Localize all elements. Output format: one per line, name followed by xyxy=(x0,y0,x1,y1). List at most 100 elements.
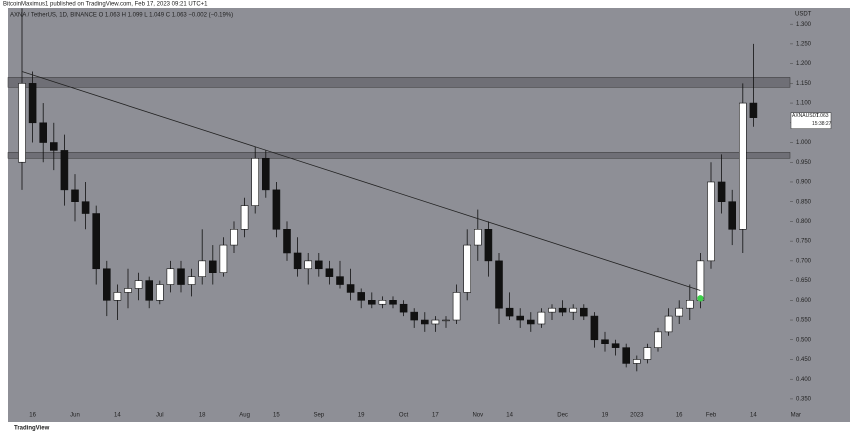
candle-body xyxy=(516,315,525,321)
y-tick-label: 0.700 xyxy=(796,258,812,264)
axis-unit: USDT xyxy=(795,12,812,18)
candle-body xyxy=(675,307,684,317)
y-tick-label: 0.900 xyxy=(796,180,812,186)
y-tick-label: 0.600 xyxy=(796,298,812,304)
candle-body xyxy=(230,229,238,246)
last-price-countdown: 15:38:27 xyxy=(812,121,832,127)
candle-body xyxy=(71,189,79,202)
symbol-line: AXNA / TetherUS, 1D, BINANCE O 1.063 H 1… xyxy=(10,13,233,19)
x-tick-label: Sep xyxy=(313,413,324,419)
candle-body xyxy=(590,315,599,341)
candle-body xyxy=(336,276,344,285)
candle-body xyxy=(463,244,472,293)
candle-body xyxy=(325,268,334,277)
candle-body xyxy=(346,284,355,293)
candle-body xyxy=(92,213,100,270)
x-tick-label: 19 xyxy=(602,413,609,419)
y-tick-label: 0.850 xyxy=(796,199,812,205)
candle-body xyxy=(717,181,726,202)
trendline xyxy=(21,71,701,291)
candle-body xyxy=(707,181,715,262)
y-tick-label: 1.250 xyxy=(796,41,812,47)
candle-body xyxy=(81,201,90,214)
candle-body xyxy=(251,157,259,206)
candle-body xyxy=(431,319,440,325)
candle-body xyxy=(314,260,323,270)
candle-body xyxy=(526,319,535,325)
candle-body xyxy=(240,205,249,230)
publisher: BitcoinMaximus1 published on TradingView… xyxy=(3,2,208,8)
x-tick-label: 15 xyxy=(273,413,280,419)
last-price-box xyxy=(790,112,832,129)
candle-body xyxy=(558,307,567,313)
candle-body xyxy=(728,201,737,230)
y-tick-label: 1.000 xyxy=(796,140,812,146)
candle-body xyxy=(357,292,366,301)
x-tick-label: 16 xyxy=(29,413,36,419)
candle-body xyxy=(145,280,153,301)
candle-body xyxy=(696,260,705,301)
candle-body xyxy=(198,260,206,277)
candle-body xyxy=(495,260,503,309)
candle-body xyxy=(632,359,641,364)
candle-body xyxy=(622,347,631,364)
candle-body xyxy=(261,157,270,191)
candle-body xyxy=(124,288,132,293)
price-axis-bg xyxy=(790,8,850,422)
x-tick-label: Aug xyxy=(239,413,250,419)
candle-body xyxy=(664,315,673,333)
y-tick-label: 1.100 xyxy=(796,101,812,107)
candle-body xyxy=(378,300,387,305)
y-tick-label: 0.650 xyxy=(796,278,812,284)
candle-body xyxy=(187,276,196,285)
zone xyxy=(7,77,791,88)
y-tick-label: 0.800 xyxy=(796,219,812,225)
candle-body xyxy=(39,122,48,143)
zone xyxy=(7,152,791,159)
plot-area xyxy=(8,8,790,408)
candle-body xyxy=(272,189,281,230)
x-tick-label: Mar xyxy=(791,413,801,419)
candle-body xyxy=(18,83,26,163)
candle-body xyxy=(579,307,588,317)
time-axis-bg xyxy=(8,408,790,422)
candle-body xyxy=(738,102,747,230)
x-tick-label: Oct xyxy=(399,413,409,419)
candle-body xyxy=(420,319,429,325)
x-tick-label: Feb xyxy=(706,413,717,419)
candle-body xyxy=(484,229,493,262)
candle-body xyxy=(452,292,461,321)
x-tick-label: 14 xyxy=(114,413,121,419)
y-tick-label: 1.200 xyxy=(796,61,812,67)
x-tick-label: 14 xyxy=(750,413,757,419)
x-tick-label: Jul xyxy=(156,413,164,419)
candle-body xyxy=(283,229,291,254)
x-tick-label: 14 xyxy=(506,413,513,419)
x-tick-label: 18 xyxy=(199,413,206,419)
y-tick-label: 0.400 xyxy=(796,377,812,383)
candle-body xyxy=(442,319,450,322)
x-tick-label: 19 xyxy=(358,413,365,419)
y-tick-label: 1.150 xyxy=(796,81,812,87)
candle-body xyxy=(643,347,652,360)
candle-body xyxy=(49,142,58,151)
x-tick-label: Jun xyxy=(70,413,80,419)
x-tick-label: Nov xyxy=(472,413,483,419)
candle-body xyxy=(654,331,662,348)
candle-body xyxy=(113,292,122,301)
x-tick-label: 16 xyxy=(676,413,683,419)
x-tick-label: Dec xyxy=(557,413,568,419)
candle-body xyxy=(293,252,302,270)
candle-body xyxy=(473,229,482,246)
y-tick-label: 0.450 xyxy=(796,357,812,363)
last-price-label: 1.063 xyxy=(816,113,829,119)
y-tick-label: 0.750 xyxy=(796,239,812,245)
candle-body xyxy=(367,300,376,305)
y-tick-label: 0.500 xyxy=(796,337,812,343)
candle-body xyxy=(177,268,185,285)
candle-body xyxy=(410,311,419,321)
candle-body xyxy=(156,284,164,301)
candle-body xyxy=(304,260,313,270)
candle-body xyxy=(209,260,217,273)
